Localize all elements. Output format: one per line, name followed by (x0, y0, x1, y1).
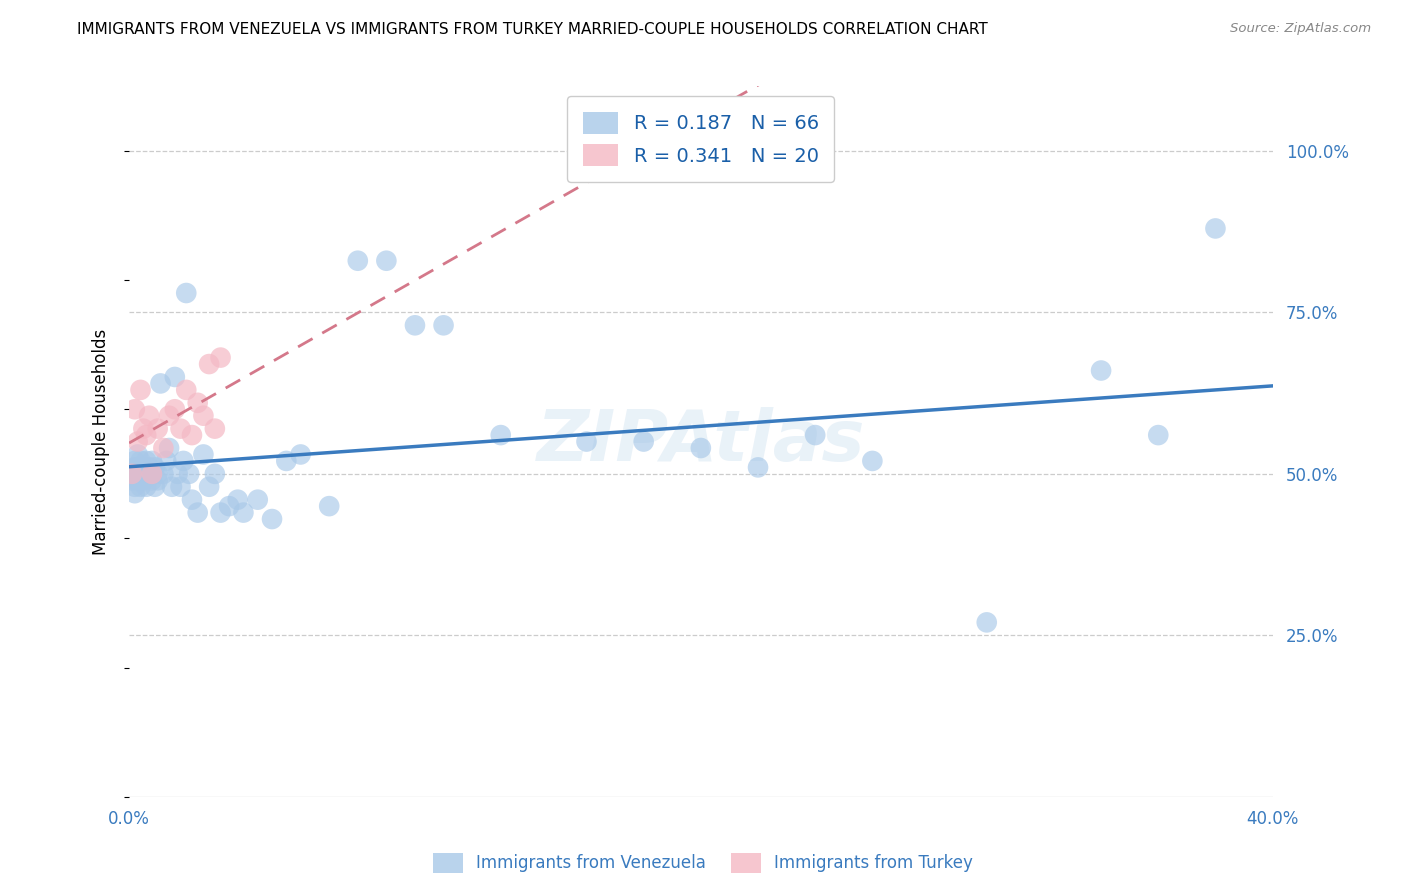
Point (127, 473, 149, 487)
Point (149, 376, 172, 391)
Point (198, 357, 221, 371)
Point (141, 454, 163, 468)
Point (141, 473, 163, 487)
Point (193, 447, 215, 461)
Point (860, 454, 883, 468)
Point (218, 499, 240, 513)
Point (127, 460, 149, 475)
Point (1147, 428, 1170, 442)
Point (124, 402, 146, 417)
Point (146, 422, 169, 436)
Point (157, 441, 180, 455)
Point (132, 467, 155, 481)
Point (157, 409, 180, 423)
Point (204, 422, 226, 436)
Point (155, 454, 177, 468)
Point (689, 441, 711, 455)
Point (179, 467, 201, 481)
Point (132, 473, 155, 487)
Point (152, 441, 174, 455)
Point (135, 454, 157, 468)
Point (132, 422, 155, 436)
Point (138, 460, 160, 475)
Point (121, 467, 143, 481)
Point (432, 318, 454, 333)
Point (124, 460, 146, 475)
Point (209, 506, 232, 520)
Point (346, 253, 368, 268)
Point (747, 460, 769, 475)
Point (169, 422, 191, 436)
Point (290, 447, 312, 461)
Point (163, 402, 186, 417)
Point (129, 383, 152, 397)
Text: IMMIGRANTS FROM VENEZUELA VS IMMIGRANTS FROM TURKEY MARRIED-COUPLE HOUSEHOLDS CO: IMMIGRANTS FROM VENEZUELA VS IMMIGRANTS … (77, 22, 988, 37)
Point (181, 492, 204, 507)
Point (204, 467, 226, 481)
Y-axis label: Married-couple Households: Married-couple Households (93, 328, 110, 555)
Point (193, 409, 215, 423)
Point (121, 473, 143, 487)
Point (121, 467, 143, 481)
Point (124, 480, 146, 494)
Point (152, 467, 174, 481)
Point (141, 467, 163, 481)
Point (160, 480, 183, 494)
Point (260, 512, 283, 526)
Point (163, 370, 186, 384)
Point (135, 480, 157, 494)
Point (132, 460, 155, 475)
Point (174, 285, 197, 300)
Text: Source: ZipAtlas.com: Source: ZipAtlas.com (1230, 22, 1371, 36)
Point (129, 454, 152, 468)
Point (146, 467, 169, 481)
Point (143, 480, 166, 494)
Legend: Immigrants from Venezuela, Immigrants from Turkey: Immigrants from Venezuela, Immigrants fr… (426, 847, 980, 880)
Point (198, 480, 221, 494)
Point (804, 428, 827, 442)
Point (138, 409, 160, 423)
Point (124, 486, 146, 500)
Point (276, 454, 298, 468)
Point (135, 428, 157, 442)
Point (174, 383, 197, 397)
Point (226, 492, 249, 507)
Point (129, 480, 152, 494)
Point (146, 473, 169, 487)
Point (138, 467, 160, 481)
Point (375, 253, 398, 268)
Point (404, 318, 426, 333)
Point (318, 499, 340, 513)
Point (1204, 221, 1226, 235)
Point (1090, 363, 1112, 377)
Point (187, 506, 209, 520)
Point (127, 434, 149, 449)
Point (166, 467, 188, 481)
Point (209, 351, 232, 365)
Point (976, 615, 998, 630)
Point (246, 492, 269, 507)
Point (575, 434, 598, 449)
Point (129, 467, 152, 481)
Point (187, 396, 209, 410)
Point (172, 454, 194, 468)
Point (489, 428, 512, 442)
Legend: R = 0.187   N = 66, R = 0.341   N = 20: R = 0.187 N = 66, R = 0.341 N = 20 (568, 96, 834, 182)
Point (143, 460, 166, 475)
Point (169, 480, 191, 494)
Point (232, 506, 254, 520)
Point (181, 428, 204, 442)
Point (127, 467, 149, 481)
Point (633, 434, 655, 449)
Point (124, 454, 146, 468)
Text: ZIPAtlas: ZIPAtlas (537, 407, 865, 476)
Point (127, 447, 149, 461)
